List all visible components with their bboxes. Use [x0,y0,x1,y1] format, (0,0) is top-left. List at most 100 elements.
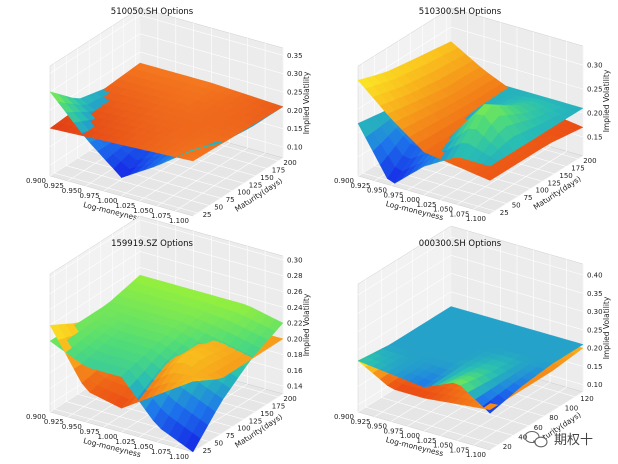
z-tick-label: 0.28 [287,272,303,280]
y-tick-label: 125 [249,181,262,189]
y-tick-label: 50 [214,440,223,448]
y-tick-label: 25 [500,209,509,217]
x-tick-label: 0.975 [80,192,100,200]
x-tick-label: 0.900 [334,177,354,185]
x-tick-label: 1.100 [466,215,486,223]
z-tick-label: 0.30 [287,70,303,78]
z-tick-label: 0.14 [287,383,303,391]
z-tick-label: 0.35 [587,290,603,298]
z-tick-label: 0.10 [587,381,603,389]
z-tick-label: 0.20 [287,107,303,115]
z-gridline [357,236,584,296]
watermark-text: 期权十 [554,432,593,448]
z-tick-label: 0.25 [587,326,603,334]
y-gridline [365,279,498,446]
x-tick-label: 1.050 [433,206,453,214]
x-tick-label: 0.950 [367,423,387,431]
x-tick-label: 0.950 [62,187,82,195]
y-tick-label: 25 [203,211,212,219]
z-tick-label: 0.30 [587,62,603,70]
y-tick-label: 50 [214,204,223,212]
z-gridline [49,33,284,92]
panel-title: 159919.SZ Options [111,239,193,249]
x-tick-label: 0.925 [44,418,64,426]
x-tick-label: 1.075 [151,448,171,456]
x-gridline [456,254,551,441]
y-gridline [54,271,198,450]
panel-3: 0.9000.9250.9500.9751.0001.0251.0501.075… [26,215,311,461]
y-tick-label: 200 [283,159,296,167]
y-tick-label: 40 [518,434,527,442]
x-gridline [473,259,567,446]
x-tick-label: 0.975 [383,427,403,435]
y-tick-label: 50 [512,202,521,210]
x-tick-label: 1.075 [449,210,469,218]
x-tick-label: 1.025 [115,202,135,210]
x-tick-label: 1.025 [416,201,436,209]
z-gridline [357,26,584,86]
x-tick-label: 0.950 [62,423,82,431]
x-tick-label: 1.075 [449,446,469,454]
z-tick-label: 0.15 [587,363,603,371]
x-tick-label: 0.900 [26,413,46,421]
x-gridline [473,41,567,210]
wechat-icon-bubble [534,436,548,448]
y-tick-label: 125 [548,179,561,187]
x-tick-label: 1.050 [133,207,153,215]
x-gridline [157,38,248,207]
panel-4: 0.9000.9250.9500.9751.0001.0251.0501.075… [334,225,611,459]
x-tick-label: 0.900 [334,413,354,421]
z-tick-label: 0.16 [287,367,303,375]
z-gridline [357,254,584,314]
y-tick-label: 20 [503,443,512,451]
z-tick-label: 0.30 [587,308,603,316]
y-tick-label: 175 [571,164,584,172]
y-tick-label: 175 [272,402,285,410]
y-tick-label: 75 [524,194,533,202]
x-tick-label: 1.075 [151,212,171,220]
y-tick-label: 25 [203,447,212,455]
x-tick-label: 0.975 [80,428,100,436]
y-tick-label: 175 [272,166,285,174]
z-axis-label: Implied Volatility [602,69,611,132]
x-tick-label: 1.000 [97,433,117,441]
z-axis-label: Implied Volatility [302,293,311,356]
watermark: 期权十 [524,430,593,448]
y-gridline [54,63,198,214]
y-tick-label: 75 [226,196,235,204]
z-tick-label: 0.18 [287,351,303,359]
x-tick-label: 0.925 [44,182,64,190]
z-tick-label: 0.40 [587,272,603,280]
x-tick-label: 1.100 [169,217,189,225]
x-tick-label: 0.975 [383,191,403,199]
y-tick-label: 100 [237,189,250,197]
z-tick-label: 0.15 [587,133,603,141]
z-axis-label: Implied Volatility [302,71,311,134]
y-tick-label: 120 [580,395,593,403]
surface-2-patch [184,154,202,162]
z-gridline [49,251,284,310]
surface-2-patch [482,172,499,181]
panel-title: 510300.SH Options [419,7,502,17]
z-gridline [49,235,284,294]
x-tick-label: 0.925 [350,418,370,426]
z-tick-label: 0.15 [287,125,303,133]
y-tick-label: 150 [260,410,273,418]
z-gridline [49,219,284,279]
y-gridline [88,40,233,191]
z-tick-label: 0.10 [287,144,303,152]
y-tick-label: 200 [583,157,596,165]
y-gridline [77,48,221,199]
x-tick-label: 1.000 [400,196,420,204]
y-tick-label: 100 [536,187,549,195]
surface-1-patch [185,147,201,154]
surface-2-patch [482,403,499,411]
y-tick-label: 125 [249,417,262,425]
x-gridline [139,33,230,202]
x-tick-label: 1.100 [169,453,189,461]
z-tick-label: 0.25 [587,86,603,94]
z-tick-label: 0.20 [587,345,603,353]
x-gridline [192,256,284,453]
